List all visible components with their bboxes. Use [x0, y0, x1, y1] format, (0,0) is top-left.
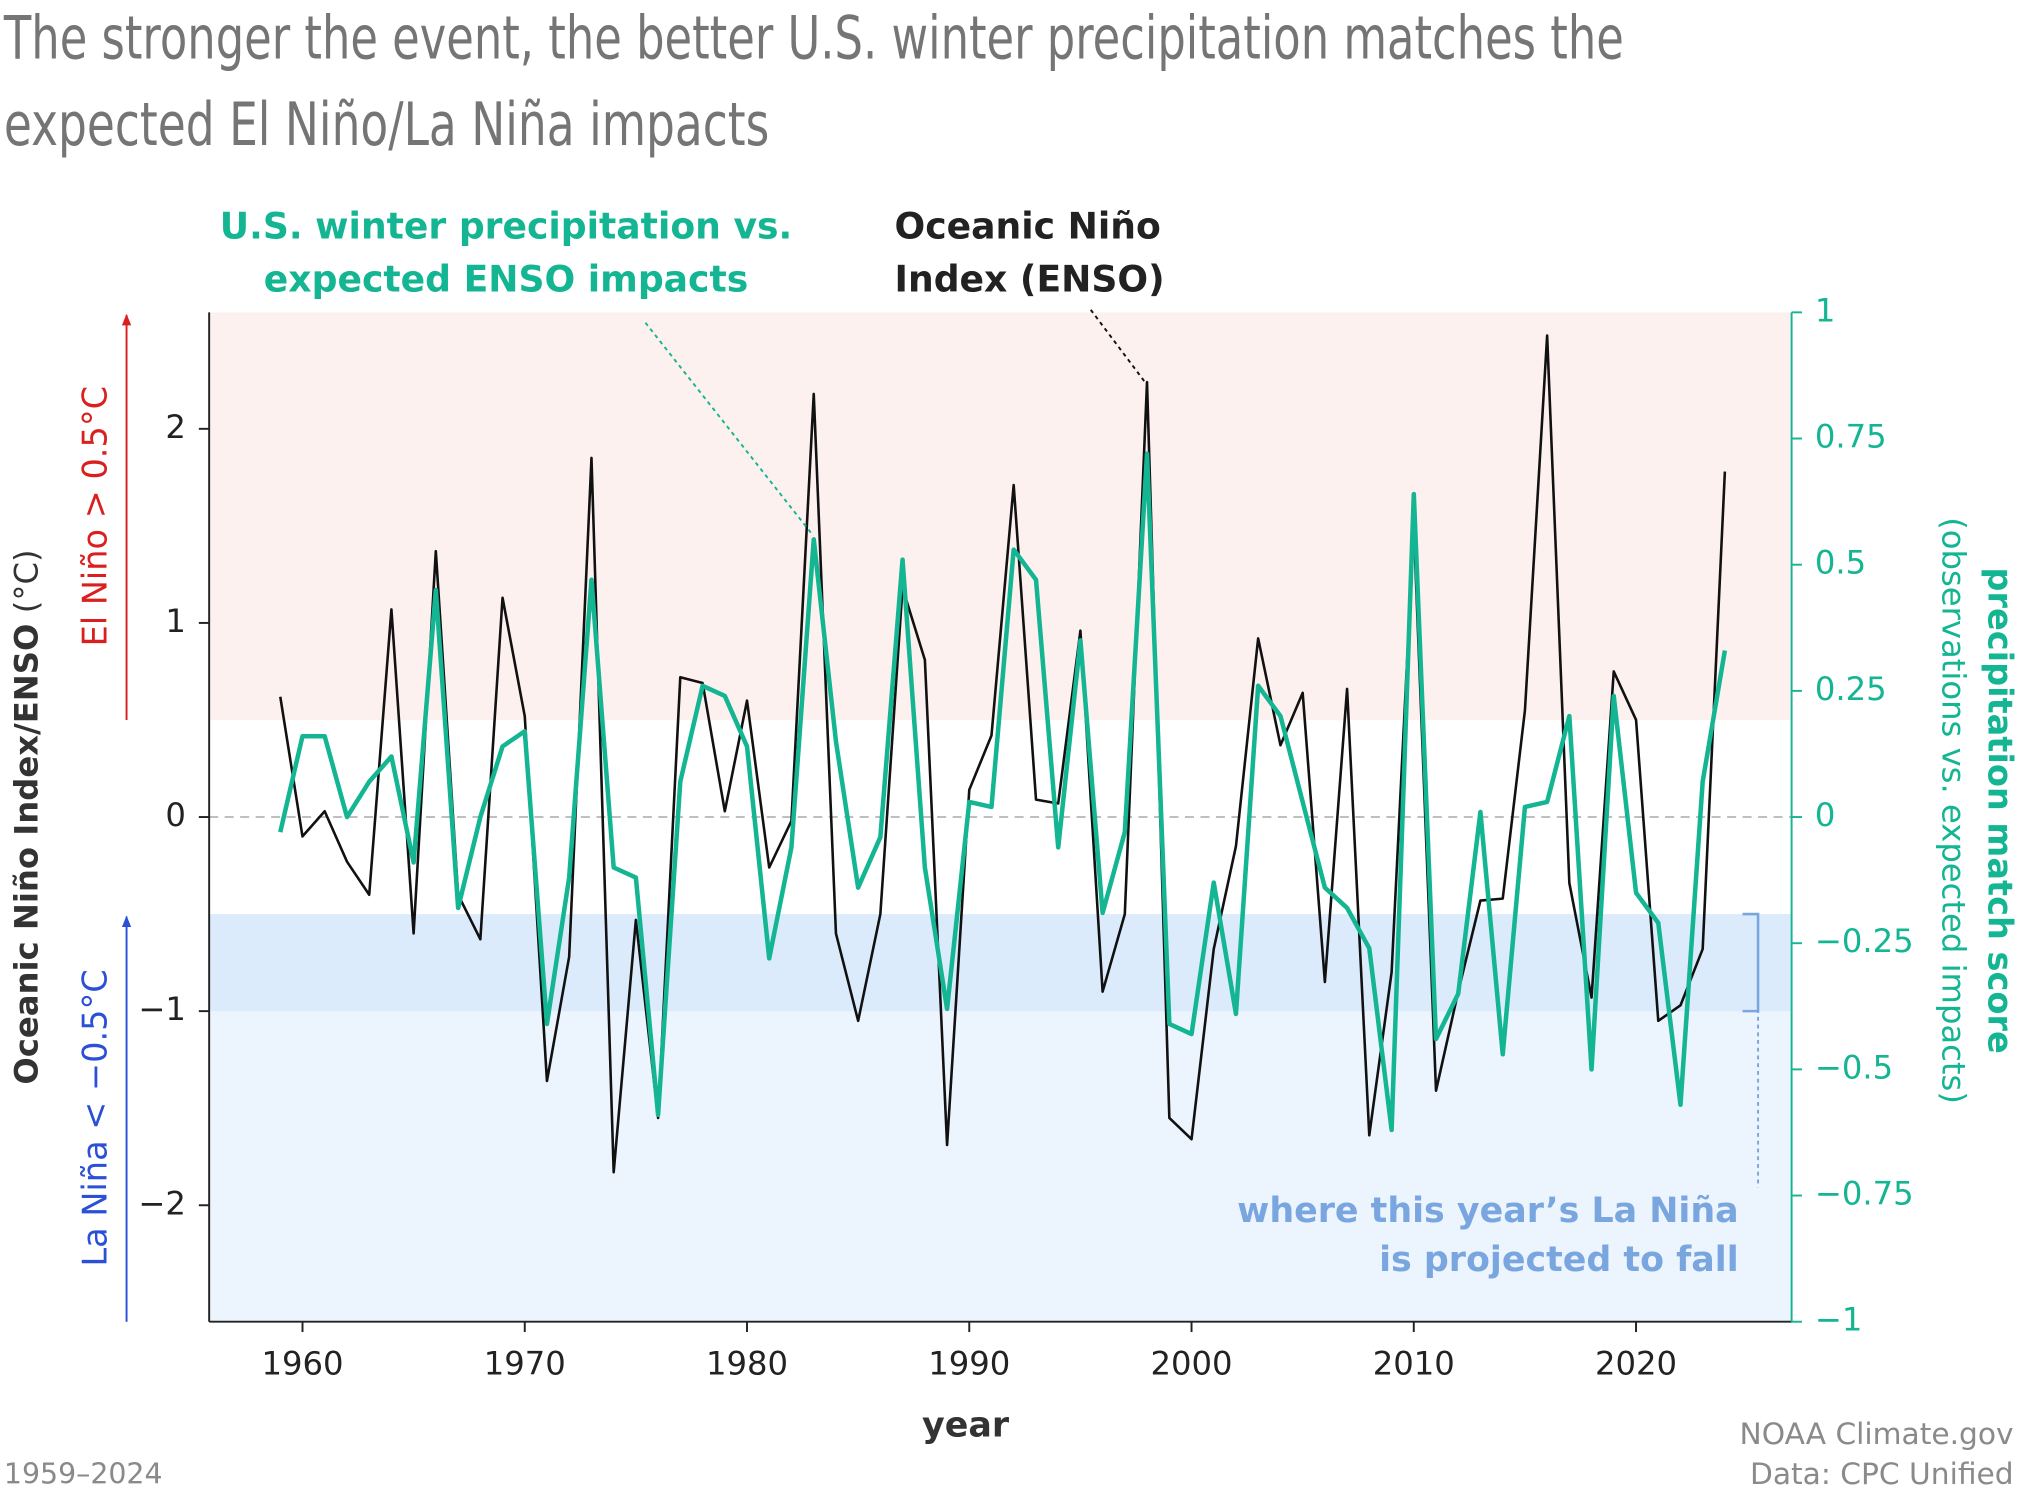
- source: Data: CPC Unified: [1750, 1456, 2014, 1491]
- y-tick-label: 0: [165, 796, 186, 834]
- projection-label: where this year’s La Niña: [1237, 1191, 1739, 1231]
- x-tick-label: 1960: [261, 1345, 343, 1383]
- y2-tick-label: −0.25: [1815, 922, 1914, 960]
- y2-tick-label: 0: [1815, 796, 1836, 834]
- series-label: Oceanic Niño: [895, 204, 1161, 247]
- y-axis-label: Oceanic Niño Index/ENSO (°C): [7, 549, 45, 1084]
- x-axis-label: year: [922, 1405, 1010, 1445]
- y2-tick-label: 1: [1815, 291, 1836, 329]
- y-tick-label: −1: [138, 990, 186, 1028]
- y2-tick-label: −0.75: [1815, 1175, 1914, 1213]
- x-tick-label: 1970: [484, 1345, 566, 1383]
- series-label: expected ENSO impacts: [264, 257, 748, 300]
- series-line: [278, 451, 1728, 1133]
- x-tick-label: 1990: [928, 1345, 1010, 1383]
- y-tick-label: 2: [165, 408, 186, 446]
- series-label: U.S. winter precipitation vs.: [220, 204, 792, 247]
- y2-tick-label: 0.75: [1815, 418, 1887, 456]
- y2-axis-label: precipitation match score: [1981, 567, 2020, 1053]
- x-tick-label: 1980: [706, 1345, 788, 1383]
- y-axis-label-unit: (°C): [7, 549, 45, 613]
- x-tick-label: 2000: [1150, 1345, 1232, 1383]
- region-label: El Niño > 0.5°C: [75, 386, 114, 646]
- x-tick-label: 2020: [1595, 1345, 1677, 1383]
- date-range: 1959–2024: [4, 1457, 163, 1490]
- series-label: Index (ENSO): [895, 257, 1165, 300]
- x-tick-label: 2010: [1373, 1345, 1455, 1383]
- y2-tick-label: 0.5: [1815, 544, 1866, 582]
- series-line: [279, 334, 1727, 1174]
- region-label: La Niña < −0.5°C: [75, 969, 114, 1266]
- projection-band: [209, 914, 1792, 1012]
- y-axis-label-main: Oceanic Niño Index/ENSO: [7, 624, 45, 1085]
- y2-tick-label: −0.5: [1815, 1048, 1893, 1086]
- chart-title: expected El Niño/La Niña impacts: [4, 91, 769, 160]
- leader-line: [644, 322, 814, 537]
- source: NOAA Climate.gov: [1740, 1416, 2014, 1451]
- y-tick-label: −2: [138, 1184, 186, 1222]
- y2-tick-label: −1: [1815, 1301, 1863, 1339]
- chart-title: The stronger the event, the better U.S. …: [3, 5, 1624, 74]
- projection-label: is projected to fall: [1379, 1240, 1739, 1280]
- y2-tick-label: 0.25: [1815, 670, 1887, 708]
- y2-axis-sublabel: (observations vs. expected impacts): [1935, 517, 1973, 1104]
- y-tick-label: 1: [165, 602, 186, 640]
